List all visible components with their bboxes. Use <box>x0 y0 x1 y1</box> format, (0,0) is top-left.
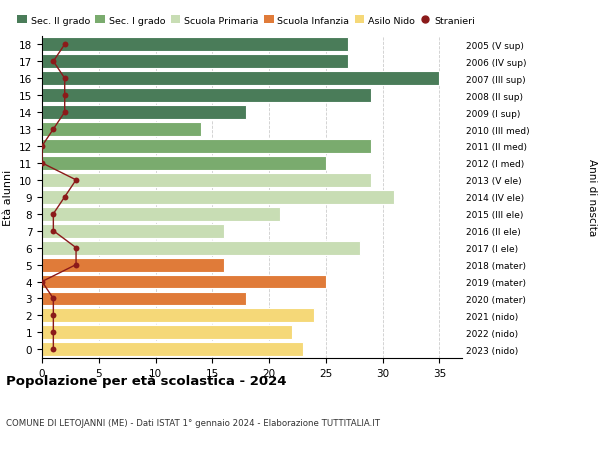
Bar <box>42 55 349 69</box>
Point <box>49 346 58 353</box>
Bar <box>42 275 326 289</box>
Point <box>49 211 58 218</box>
Point <box>60 109 70 117</box>
Point <box>49 295 58 302</box>
Legend: Sec. II grado, Sec. I grado, Scuola Primaria, Scuola Infanzia, Asilo Nido, Stran: Sec. II grado, Sec. I grado, Scuola Prim… <box>17 17 475 26</box>
Bar <box>42 38 349 52</box>
Bar <box>42 326 292 340</box>
Point <box>37 143 47 150</box>
Bar <box>42 309 314 323</box>
Point <box>71 177 81 184</box>
Point <box>49 126 58 134</box>
Text: COMUNE DI LETOJANNI (ME) - Dati ISTAT 1° gennaio 2024 - Elaborazione TUTTITALIA.: COMUNE DI LETOJANNI (ME) - Dati ISTAT 1°… <box>6 418 380 427</box>
Bar <box>42 190 394 204</box>
Point <box>37 160 47 167</box>
Bar <box>42 292 247 306</box>
Point <box>49 58 58 66</box>
Point <box>49 329 58 336</box>
Bar <box>42 106 247 120</box>
Bar <box>42 174 371 187</box>
Point <box>49 228 58 235</box>
Y-axis label: Età alunni: Età alunni <box>4 169 13 225</box>
Text: Anni di nascita: Anni di nascita <box>587 159 597 236</box>
Point <box>60 194 70 201</box>
Point <box>49 312 58 319</box>
Point <box>60 75 70 83</box>
Bar <box>42 241 360 255</box>
Bar <box>42 207 280 221</box>
Bar <box>42 157 326 170</box>
Bar <box>42 140 371 154</box>
Bar <box>42 342 303 357</box>
Point <box>71 261 81 269</box>
Point <box>60 92 70 100</box>
Point <box>71 245 81 252</box>
Text: Popolazione per età scolastica - 2024: Popolazione per età scolastica - 2024 <box>6 374 287 387</box>
Bar <box>42 224 224 238</box>
Bar <box>42 123 201 137</box>
Bar <box>42 72 439 86</box>
Bar <box>42 89 371 103</box>
Bar <box>42 258 224 272</box>
Point <box>60 41 70 49</box>
Point <box>37 278 47 285</box>
